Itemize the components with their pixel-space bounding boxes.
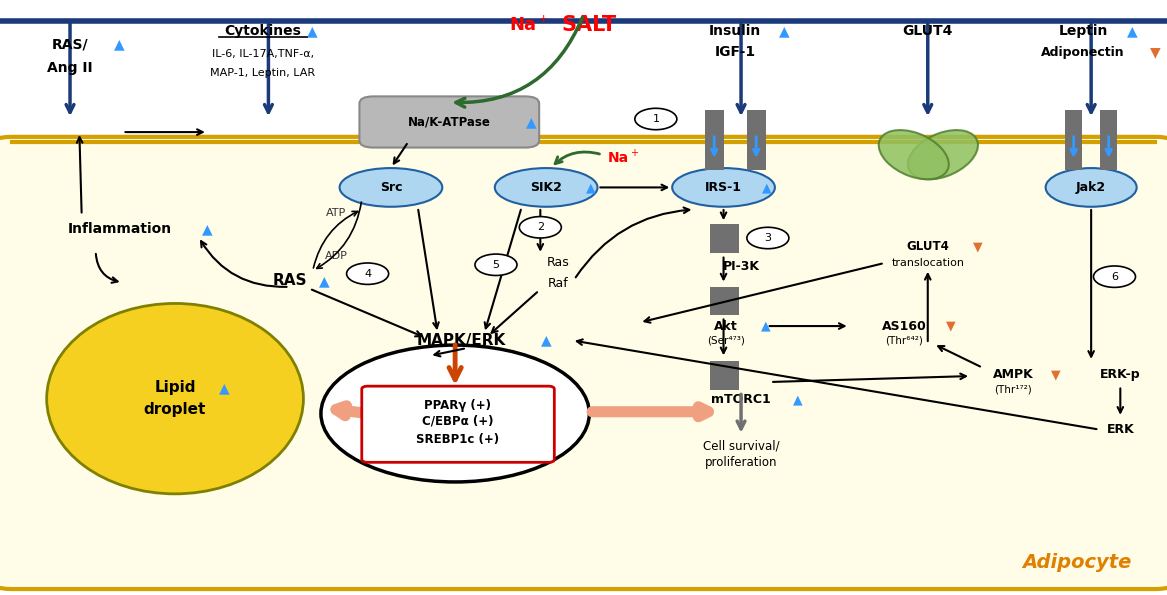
Text: (Ser⁴⁷³): (Ser⁴⁷³) [707,336,745,345]
Circle shape [747,227,789,249]
Text: ▲: ▲ [762,181,771,194]
Text: RAS: RAS [272,273,307,289]
Text: 6: 6 [1111,272,1118,281]
Text: Adipocyte: Adipocyte [1022,553,1132,572]
Text: Ras: Ras [546,256,569,270]
Text: ▲: ▲ [319,274,330,288]
Bar [710,361,739,390]
Text: AMPK: AMPK [993,368,1033,381]
Bar [1100,110,1117,170]
Text: MAPK/ERK: MAPK/ERK [417,333,505,348]
Text: Ang II: Ang II [47,61,93,76]
Text: ▲: ▲ [778,24,790,38]
Text: droplet: droplet [144,402,207,417]
FancyBboxPatch shape [359,96,539,148]
Text: Cell survival/: Cell survival/ [703,440,780,453]
Text: ▼: ▼ [1149,45,1161,60]
Text: ▲: ▲ [113,37,125,52]
Text: SALT: SALT [561,15,617,35]
Text: Raf: Raf [547,277,568,290]
Text: ▲: ▲ [525,115,537,129]
Text: 3: 3 [764,233,771,243]
Text: IL-6, IL-17A,TNF-α,: IL-6, IL-17A,TNF-α, [211,49,314,58]
Text: SIK2: SIK2 [530,181,562,194]
Text: ▲: ▲ [218,381,230,395]
Text: ATP: ATP [326,208,347,218]
Text: +: + [539,14,548,24]
FancyBboxPatch shape [362,386,554,462]
Text: mTORC1: mTORC1 [711,393,771,406]
Text: Lipid: Lipid [154,380,196,396]
Text: Insulin: Insulin [710,24,761,38]
Text: RAS/: RAS/ [51,37,89,52]
Text: ▼: ▼ [973,240,983,253]
Text: GLUT4: GLUT4 [907,240,949,253]
Text: Adiponectin: Adiponectin [1041,46,1125,59]
Text: ▲: ▲ [761,320,770,333]
Text: 5: 5 [492,260,499,270]
Ellipse shape [495,168,598,207]
Text: ▼: ▼ [946,320,956,333]
Bar [747,110,766,170]
Text: ERK-p: ERK-p [1100,368,1140,381]
Bar [705,110,724,170]
Text: Src: Src [379,181,403,194]
Circle shape [635,108,677,130]
Text: AS160: AS160 [882,320,927,333]
Text: 2: 2 [537,223,544,232]
Text: 4: 4 [364,269,371,278]
Bar [1065,110,1082,170]
Bar [710,224,739,253]
Text: ▲: ▲ [540,333,552,347]
Circle shape [475,254,517,275]
Text: ▼: ▼ [1051,368,1061,381]
Text: IRS-1: IRS-1 [705,181,742,194]
Text: MAP-1, Leptin, LAR: MAP-1, Leptin, LAR [210,68,315,77]
Text: +: + [630,148,637,158]
Circle shape [321,345,589,482]
Ellipse shape [47,303,303,494]
FancyBboxPatch shape [0,137,1167,589]
Text: PPARγ (+): PPARγ (+) [424,399,491,412]
Text: Leptin: Leptin [1058,24,1107,38]
Ellipse shape [672,168,775,207]
Circle shape [347,263,389,284]
Text: Akt: Akt [714,320,738,333]
Text: SREBP1c (+): SREBP1c (+) [415,433,499,446]
Ellipse shape [879,130,949,179]
Text: Inflammation: Inflammation [68,222,173,236]
Text: ADP: ADP [324,251,348,261]
Text: (Thr¹⁷²): (Thr¹⁷²) [994,385,1032,394]
Text: ▲: ▲ [307,24,319,38]
Text: 1: 1 [652,114,659,124]
Text: C/EBPα (+): C/EBPα (+) [421,415,494,428]
Text: Na: Na [608,151,629,165]
Text: Na: Na [509,16,537,34]
Circle shape [519,217,561,238]
Bar [710,287,739,315]
Text: proliferation: proliferation [705,456,777,469]
Text: Jak2: Jak2 [1076,181,1106,194]
Text: ▲: ▲ [586,181,595,194]
Text: (Thr⁶⁴²): (Thr⁶⁴²) [886,336,923,345]
Text: Na/K-ATPase: Na/K-ATPase [407,115,491,129]
Text: PI-3K: PI-3K [722,260,760,273]
Text: ▲: ▲ [794,393,803,406]
Text: GLUT4: GLUT4 [902,24,953,38]
Text: IGF-1: IGF-1 [714,45,756,60]
Text: translocation: translocation [892,258,964,268]
Ellipse shape [908,130,978,179]
Ellipse shape [1046,168,1137,207]
Text: ▲: ▲ [1126,24,1138,38]
Text: ▲: ▲ [202,222,214,236]
Circle shape [1093,266,1135,287]
Text: Cytokines: Cytokines [224,24,301,38]
Ellipse shape [340,168,442,207]
Text: ERK: ERK [1106,423,1134,436]
